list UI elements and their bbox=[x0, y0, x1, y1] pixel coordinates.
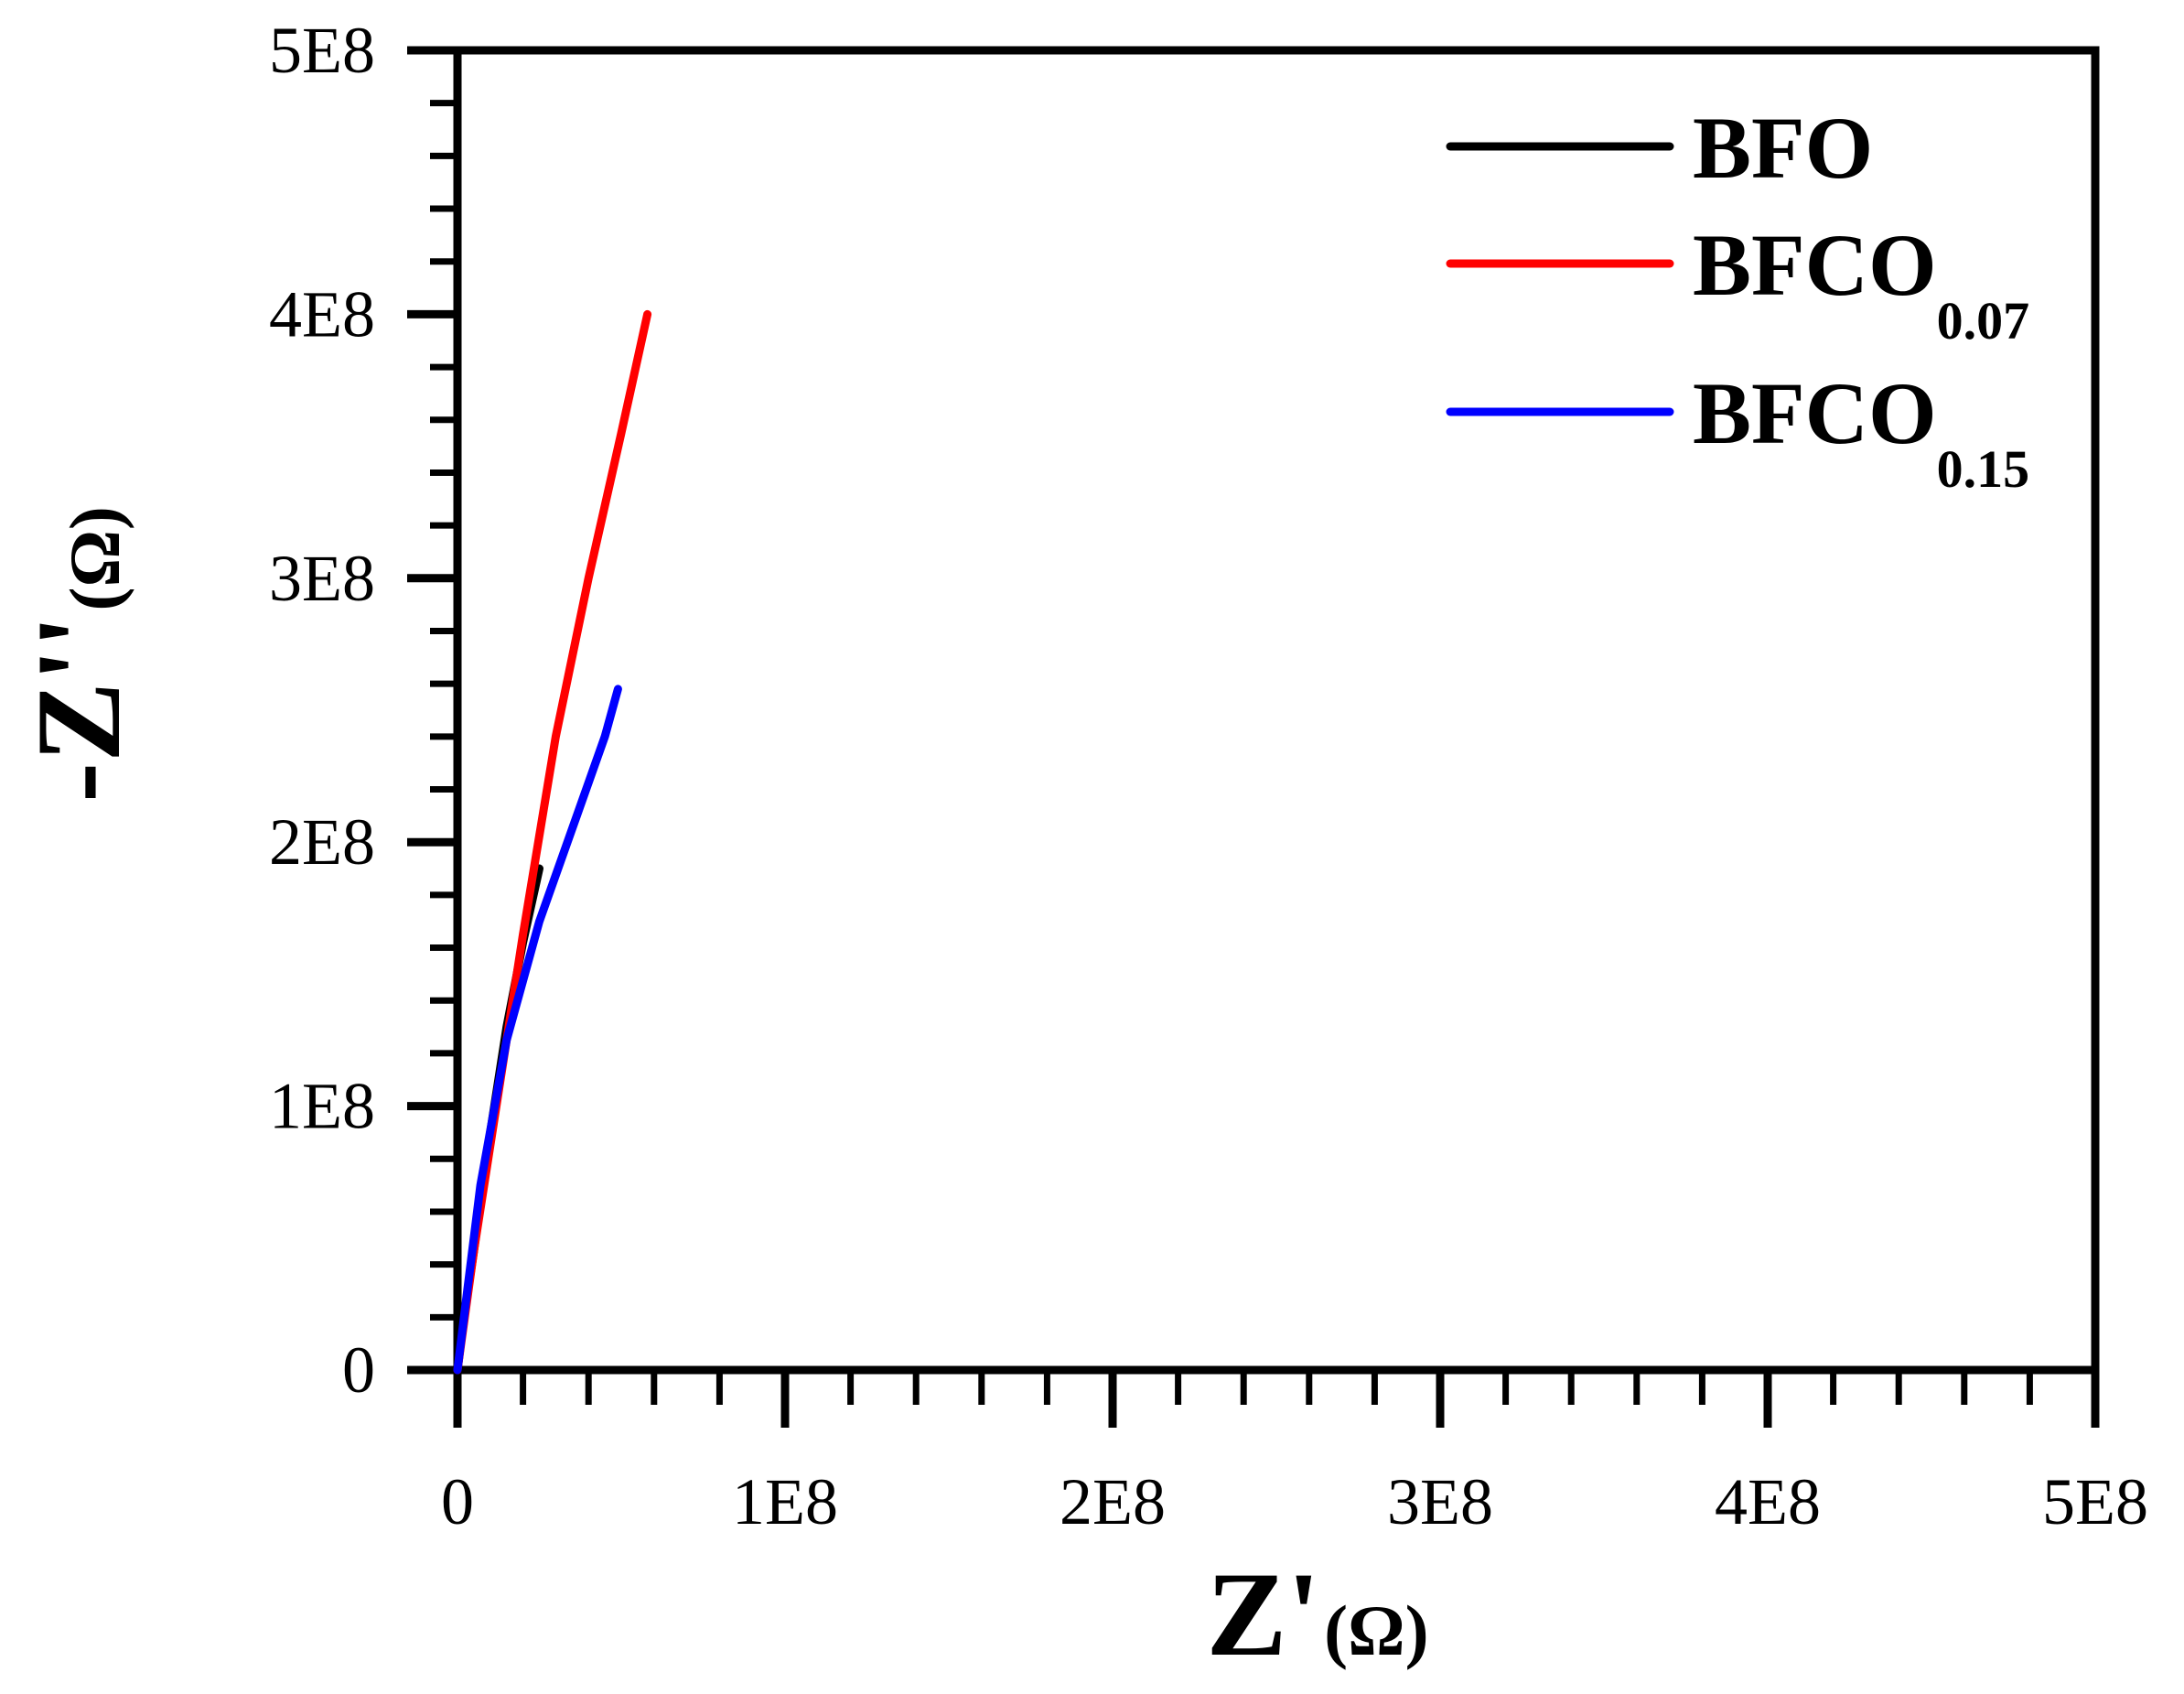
legend-label: BFCO0.15 bbox=[1693, 364, 2029, 499]
legend-label: BFO bbox=[1693, 99, 1873, 197]
plot-border bbox=[453, 46, 2100, 1375]
legend-label-subscript: 0.15 bbox=[1937, 439, 2030, 499]
x-axis-title: Z' (Ω) bbox=[1206, 1547, 1428, 1681]
legend-label: BFCO0.07 bbox=[1693, 216, 2029, 351]
x-tick-label: 0 bbox=[441, 1465, 474, 1538]
x-tick-label: 5E8 bbox=[2042, 1465, 2148, 1538]
y-tick-label: 3E8 bbox=[269, 542, 375, 615]
y-tick-label: 1E8 bbox=[269, 1070, 375, 1143]
y-tick-label: 0 bbox=[342, 1333, 375, 1407]
y-tick-label: 4E8 bbox=[269, 277, 375, 351]
plot-frame bbox=[453, 46, 2100, 1375]
series-line-bfco-0.07 bbox=[453, 309, 652, 1375]
x-axis-title-unit: (Ω) bbox=[1324, 1591, 1428, 1670]
x-tick-label: 1E8 bbox=[732, 1465, 838, 1538]
legend-label-main: BFO bbox=[1693, 99, 1873, 197]
x-axis-title-main: Z' bbox=[1206, 1547, 1320, 1681]
y-axis-ticks: 0 1E8 2E8 3E8 4E8 5E8 bbox=[269, 14, 457, 1407]
x-tick-label: 3E8 bbox=[1387, 1465, 1493, 1538]
y-axis-title: -Z'' (Ω) bbox=[11, 506, 145, 803]
series-line-bfco-0.15 bbox=[453, 685, 622, 1375]
y-axis-title-main: -Z'' bbox=[11, 615, 145, 803]
x-axis-ticks: 0 1E8 2E8 3E8 4E8 5E8 bbox=[441, 1370, 2148, 1538]
x-tick-label: 2E8 bbox=[1060, 1465, 1166, 1538]
y-tick-label: 5E8 bbox=[269, 14, 375, 87]
y-axis-title-unit: (Ω) bbox=[55, 506, 134, 610]
legend-label-subscript: 0.07 bbox=[1937, 291, 2030, 351]
legend-label-main: BFCO bbox=[1693, 216, 1937, 314]
series-lines bbox=[453, 309, 652, 1375]
y-tick-label: 2E8 bbox=[269, 805, 375, 879]
legend-label-main: BFCO bbox=[1693, 364, 1937, 462]
x-tick-label: 4E8 bbox=[1715, 1465, 1821, 1538]
